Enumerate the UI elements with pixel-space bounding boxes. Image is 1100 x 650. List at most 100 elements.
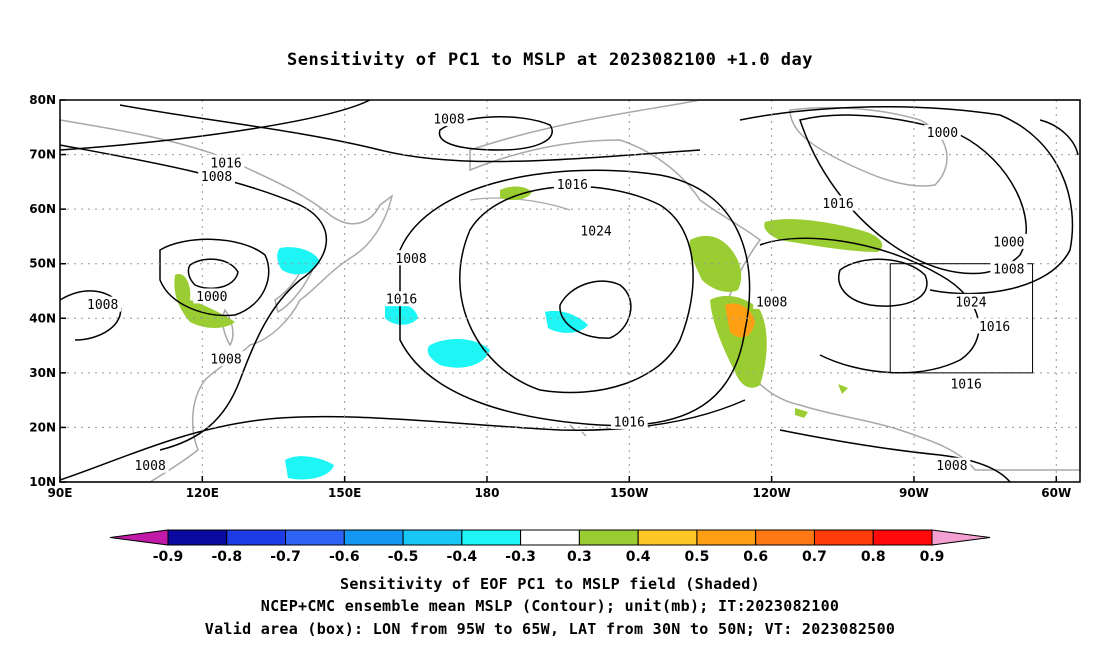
lat-tick-label: 20N <box>29 420 56 434</box>
colorbar-label: -0.6 <box>329 549 360 565</box>
contour-asia-1016 <box>59 144 328 451</box>
contour-label: 1000 <box>927 126 958 141</box>
contour-label-bg <box>924 124 961 140</box>
contour-tropic-1016 <box>59 399 746 481</box>
lat-tick-label: 50N <box>29 257 56 271</box>
colorbar-label: 0.6 <box>743 549 768 565</box>
map-grid <box>60 100 1080 482</box>
lat-tick-label: 40N <box>29 311 56 325</box>
lon-tick-label: 60W <box>1041 486 1071 500</box>
colorbar-label: -0.7 <box>270 549 301 565</box>
lon-tick-label: 90W <box>899 486 929 500</box>
contour-pacific-outer <box>399 169 751 427</box>
contour-label: 1000 <box>993 235 1024 250</box>
contour-high-pacific-1016 <box>459 185 694 394</box>
shade-negative-pacific-1 <box>385 303 418 325</box>
contour-arctic <box>59 99 371 151</box>
shade-negative-pacific-2 <box>427 338 490 368</box>
valid-area-box <box>889 263 1034 374</box>
sensitivity-shading <box>174 186 883 480</box>
aleutian-coastline <box>469 197 571 211</box>
contour-label: 1016 <box>614 415 645 430</box>
contour-label-bg <box>933 457 971 473</box>
contour-label-bg <box>207 351 245 367</box>
lon-tick-label: 120E <box>186 486 219 500</box>
contour-label-bg <box>430 111 468 127</box>
colorbar-swatch <box>167 529 228 546</box>
colorbar-label: 0.8 <box>861 549 886 565</box>
contour-label-bg <box>990 233 1028 249</box>
contour-label: 1008 <box>395 252 426 267</box>
colorbar-swatch <box>696 529 757 546</box>
colorbar-swatch <box>226 529 287 546</box>
shade-positive-gulf <box>795 384 848 418</box>
shade-positive-korea <box>174 274 235 328</box>
colorbar-high-triangle <box>931 529 991 546</box>
colorbar-swatch <box>402 529 463 546</box>
colorbar-swatch <box>578 529 639 546</box>
lon-tick-label: 90E <box>48 486 73 500</box>
contour-label-bg <box>553 176 591 192</box>
caption-line-3: Valid area (box): LON from 95W to 65W, L… <box>204 620 896 638</box>
lat-tick-label: 70N <box>29 148 56 162</box>
caption-line-1: Sensitivity of EOF PC1 to MSLP field (Sh… <box>340 575 760 593</box>
colorbar-label: -0.3 <box>505 549 536 565</box>
colorbar-label: 0.4 <box>626 549 651 565</box>
colorbar-label: 0.5 <box>685 549 710 565</box>
contour-label-bg <box>207 154 245 170</box>
contour-label: 1008 <box>134 459 165 474</box>
contour-atlantic-low <box>799 114 1027 275</box>
contour-label-bg <box>193 288 231 304</box>
colorbar-label: 0.7 <box>802 549 827 565</box>
greenland-coastline <box>789 106 948 187</box>
colorbar-label: 0.9 <box>920 549 945 565</box>
contour-label: 1008 <box>201 170 232 185</box>
shade-negative-tropical <box>285 456 334 480</box>
contour-label: 1016 <box>557 178 588 193</box>
contour-label-bg <box>383 291 420 307</box>
lat-tick-label: 80N <box>29 93 56 107</box>
contour-label: 1008 <box>756 295 787 310</box>
shade-positive-bc <box>689 235 742 292</box>
plot-title: Sensitivity of PC1 to MSLP at 2023082100… <box>286 50 813 70</box>
contour-top <box>119 104 701 163</box>
colorbar-label: -0.8 <box>211 549 242 565</box>
contour-label: 1016 <box>386 293 417 308</box>
contour-high-pacific-1024 <box>559 280 632 339</box>
contour-label-bg <box>819 195 857 211</box>
colorbar-swatch <box>520 529 580 546</box>
contour-label-bg <box>577 222 615 238</box>
contour-labels: 1008 1016 1008 1016 1000 1016 1024 1008 1008 1000… <box>84 111 1028 474</box>
contour-label-bg <box>84 296 122 312</box>
colorbar-label: -0.5 <box>388 549 419 565</box>
contour-label-bg <box>131 457 169 473</box>
contour-label: 1016 <box>822 197 853 212</box>
valid-box-rect <box>889 263 1034 374</box>
contour-north-low <box>438 116 553 151</box>
contour-low-asia-outer <box>159 238 270 317</box>
shade-negative-japan <box>277 247 320 275</box>
colorbar-swatch <box>343 529 404 546</box>
shade-positive-canada <box>764 219 883 252</box>
colorbar-swatch <box>461 529 522 546</box>
contour-label-bg <box>753 293 791 309</box>
contour-label-bg <box>392 250 430 266</box>
lon-tick-label: 150W <box>610 486 648 500</box>
colorbar-low-triangle <box>109 529 169 546</box>
caption-line-2: NCEP+CMC ensemble mean MSLP (Contour); u… <box>260 597 840 615</box>
contour-label: 1008 <box>993 263 1024 278</box>
lat-tick-label: 30N <box>29 366 56 380</box>
colorbar-swatch <box>755 529 815 546</box>
colorbar-label: -0.9 <box>153 549 184 565</box>
lon-tick-label: 150E <box>328 486 361 500</box>
contour-atlantic-outer <box>739 106 1074 295</box>
lat-tick-label: 60N <box>29 202 56 216</box>
colorbar-swatch <box>637 529 698 546</box>
contour-label: 1024 <box>955 295 986 310</box>
contour-label-bg <box>198 168 235 184</box>
contour-label: 1016 <box>950 377 981 392</box>
contour-label-bg <box>952 293 990 309</box>
shade-positive-kamchatka <box>500 186 532 200</box>
colorbar-swatch <box>872 529 933 546</box>
